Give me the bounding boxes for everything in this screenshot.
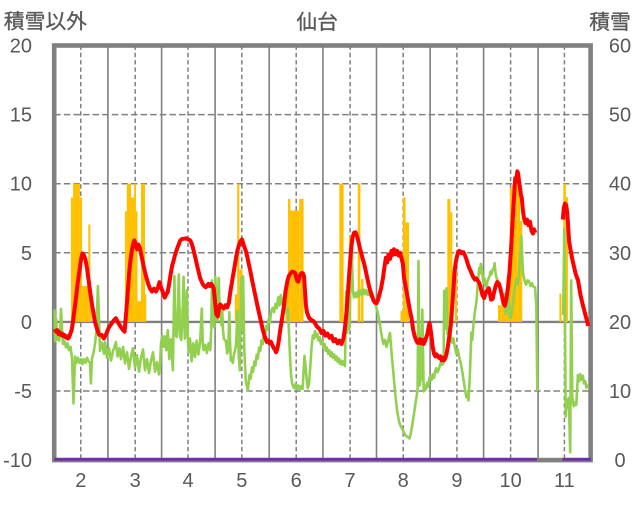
svg-text:2: 2 [75,470,86,492]
svg-text:11: 11 [554,470,575,492]
svg-text:5: 5 [21,243,32,265]
svg-text:10: 10 [10,174,32,196]
svg-text:40: 40 [609,174,631,196]
svg-text:0: 0 [21,312,32,334]
svg-text:10: 10 [499,470,521,492]
svg-text:20: 20 [609,312,631,334]
svg-text:9: 9 [451,470,462,492]
svg-text:5: 5 [236,470,247,492]
svg-text:4: 4 [182,470,193,492]
svg-text:15: 15 [10,105,32,127]
svg-text:20: 20 [10,36,32,58]
svg-text:30: 30 [609,243,631,265]
svg-text:60: 60 [609,36,631,58]
svg-text:0: 0 [614,450,625,472]
svg-text:50: 50 [609,105,631,127]
svg-text:3: 3 [130,470,141,492]
svg-text:10: 10 [609,381,631,403]
svg-text:7: 7 [345,470,356,492]
svg-text:6: 6 [291,470,302,492]
svg-text:-5: -5 [14,381,32,403]
svg-text:8: 8 [398,470,409,492]
svg-text:-10: -10 [3,450,32,472]
